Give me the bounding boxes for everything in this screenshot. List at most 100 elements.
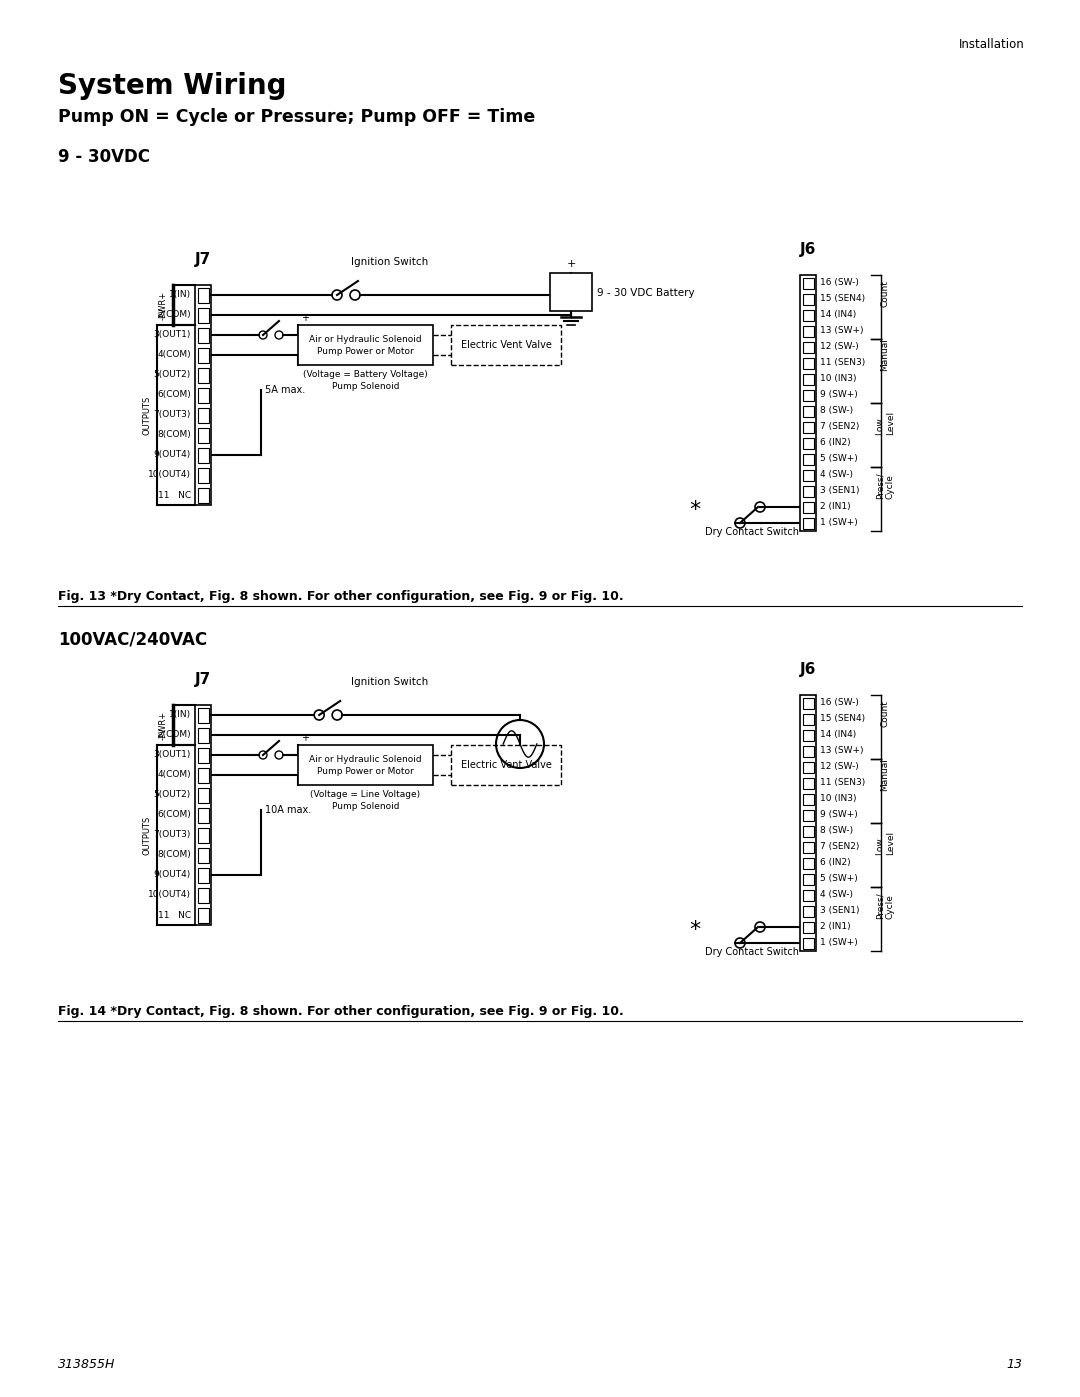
- Text: 9 (SW+): 9 (SW+): [820, 810, 858, 820]
- Text: 100VAC/240VAC: 100VAC/240VAC: [58, 630, 207, 648]
- Text: 14 (IN4): 14 (IN4): [820, 731, 856, 739]
- Bar: [198, 468, 208, 482]
- Text: Count: Count: [880, 700, 890, 726]
- Bar: [198, 307, 208, 323]
- Text: -PWR+: -PWR+: [159, 711, 168, 739]
- Bar: [198, 827, 208, 842]
- Text: 13: 13: [1005, 1358, 1022, 1370]
- Bar: [802, 729, 813, 740]
- Bar: [800, 694, 816, 951]
- Text: Manual: Manual: [880, 338, 890, 372]
- Bar: [198, 348, 208, 362]
- Text: 16 (SW-): 16 (SW-): [820, 698, 859, 707]
- Bar: [802, 293, 813, 305]
- Bar: [198, 788, 208, 802]
- Text: 6(COM): 6(COM): [158, 810, 191, 820]
- Bar: [451, 745, 561, 785]
- Bar: [802, 922, 813, 933]
- Text: +: +: [301, 313, 309, 323]
- Bar: [198, 488, 208, 503]
- Text: -PWR+: -PWR+: [159, 291, 168, 320]
- Bar: [800, 275, 816, 531]
- Bar: [802, 873, 813, 884]
- Text: 5 (SW+): 5 (SW+): [820, 454, 858, 464]
- Text: System Wiring: System Wiring: [58, 73, 286, 101]
- Text: J7: J7: [194, 672, 211, 687]
- Bar: [195, 285, 211, 504]
- Bar: [298, 745, 433, 785]
- Text: 7(OUT3): 7(OUT3): [153, 411, 191, 419]
- Text: 5A max.: 5A max.: [265, 386, 306, 395]
- Text: Air or Hydraulic Solenoid: Air or Hydraulic Solenoid: [309, 754, 422, 764]
- Text: 13 (SW+): 13 (SW+): [820, 746, 864, 756]
- Text: Pump Solenoid: Pump Solenoid: [332, 802, 400, 812]
- Text: 16 (SW-): 16 (SW-): [820, 278, 859, 288]
- Bar: [802, 778, 813, 788]
- Bar: [802, 405, 813, 416]
- Text: Fig. 14 *Dry Contact, Fig. 8 shown. For other configuration, see Fig. 9 or Fig. : Fig. 14 *Dry Contact, Fig. 8 shown. For …: [58, 1004, 624, 1018]
- Bar: [195, 705, 211, 925]
- Text: 4(COM): 4(COM): [158, 771, 191, 780]
- Text: 2(COM): 2(COM): [158, 731, 191, 739]
- Bar: [802, 486, 813, 496]
- Text: Dry Contact Switch: Dry Contact Switch: [705, 527, 799, 536]
- Text: 11   NC: 11 NC: [158, 490, 191, 500]
- Bar: [451, 326, 561, 365]
- Text: Press/
Cycle: Press/ Cycle: [875, 472, 894, 499]
- Bar: [802, 422, 813, 433]
- Text: 4(COM): 4(COM): [158, 351, 191, 359]
- Text: 6 (IN2): 6 (IN2): [820, 859, 851, 868]
- Text: 12 (SW-): 12 (SW-): [820, 342, 859, 352]
- Text: 13 (SW+): 13 (SW+): [820, 327, 864, 335]
- Text: 9 (SW+): 9 (SW+): [820, 391, 858, 400]
- Text: 9(OUT4): 9(OUT4): [153, 870, 191, 880]
- Text: 8 (SW-): 8 (SW-): [820, 827, 853, 835]
- Text: 1 (SW+): 1 (SW+): [820, 518, 858, 528]
- Text: 5(OUT2): 5(OUT2): [153, 791, 191, 799]
- Text: 12 (SW-): 12 (SW-): [820, 763, 859, 771]
- Text: Electric Vent Valve: Electric Vent Valve: [460, 760, 552, 770]
- Text: 2 (IN1): 2 (IN1): [820, 503, 851, 511]
- Text: 10(OUT4): 10(OUT4): [148, 471, 191, 479]
- Text: Dry Contact Switch: Dry Contact Switch: [705, 947, 799, 957]
- Bar: [802, 326, 813, 337]
- Text: 4 (SW-): 4 (SW-): [820, 890, 853, 900]
- Text: (Voltage = Battery Voltage): (Voltage = Battery Voltage): [303, 370, 428, 379]
- Text: Manual: Manual: [880, 759, 890, 791]
- Text: 15 (SEN4): 15 (SEN4): [820, 295, 865, 303]
- Bar: [802, 746, 813, 757]
- Text: 7 (SEN2): 7 (SEN2): [820, 842, 860, 852]
- Bar: [802, 278, 813, 289]
- Text: 11 (SEN3): 11 (SEN3): [820, 778, 865, 788]
- Text: 10 (IN3): 10 (IN3): [820, 374, 856, 384]
- Bar: [802, 937, 813, 949]
- Bar: [198, 807, 208, 823]
- Bar: [802, 858, 813, 869]
- Bar: [198, 707, 208, 722]
- Text: Electric Vent Valve: Electric Vent Valve: [460, 339, 552, 351]
- Text: OUTPUTS: OUTPUTS: [143, 816, 152, 855]
- Text: +: +: [566, 258, 576, 270]
- Text: 15 (SEN4): 15 (SEN4): [820, 714, 865, 724]
- Text: 9 - 30 VDC Battery: 9 - 30 VDC Battery: [597, 288, 694, 298]
- Text: 8 (SW-): 8 (SW-): [820, 407, 853, 415]
- Bar: [298, 326, 433, 365]
- Bar: [802, 841, 813, 852]
- Text: 100-240 VAC: 100-240 VAC: [486, 775, 554, 787]
- Text: Ignition Switch: Ignition Switch: [351, 678, 429, 687]
- Text: OUTPUTS: OUTPUTS: [143, 395, 152, 434]
- Bar: [198, 747, 208, 763]
- Bar: [198, 288, 208, 303]
- Text: 1(IN): 1(IN): [168, 711, 191, 719]
- Text: Pump Power or Motor: Pump Power or Motor: [318, 346, 414, 355]
- Bar: [802, 437, 813, 448]
- Text: Pump Power or Motor: Pump Power or Motor: [318, 767, 414, 775]
- Bar: [198, 868, 208, 883]
- Bar: [198, 327, 208, 342]
- Bar: [802, 310, 813, 320]
- Text: 14 (IN4): 14 (IN4): [820, 310, 856, 320]
- Text: 11 (SEN3): 11 (SEN3): [820, 359, 865, 367]
- Text: 7(OUT3): 7(OUT3): [153, 830, 191, 840]
- Bar: [198, 887, 208, 902]
- Bar: [802, 373, 813, 384]
